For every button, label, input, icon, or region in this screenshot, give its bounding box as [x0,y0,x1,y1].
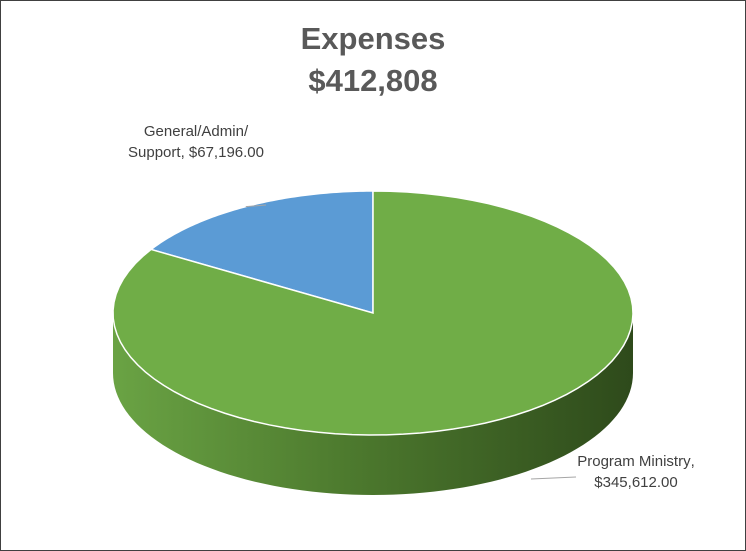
label-value: $67,196.00 [188,144,264,161]
data-label: Program Ministry, $345,612.00 [577,453,695,491]
label-value: $345,612.00 [594,474,678,491]
label-category: Program Ministry [577,453,691,470]
slice [112,190,634,436]
label-category: General/Admin/ Support [128,123,249,161]
chart-title: Expenses [300,21,446,56]
data-label: General/Admin/ Support, $67,196.00 [128,123,264,161]
slice-side [113,313,633,495]
leader-line [530,476,577,480]
leader-line [245,204,267,208]
chart-subtitle: $412,808 [308,63,438,98]
